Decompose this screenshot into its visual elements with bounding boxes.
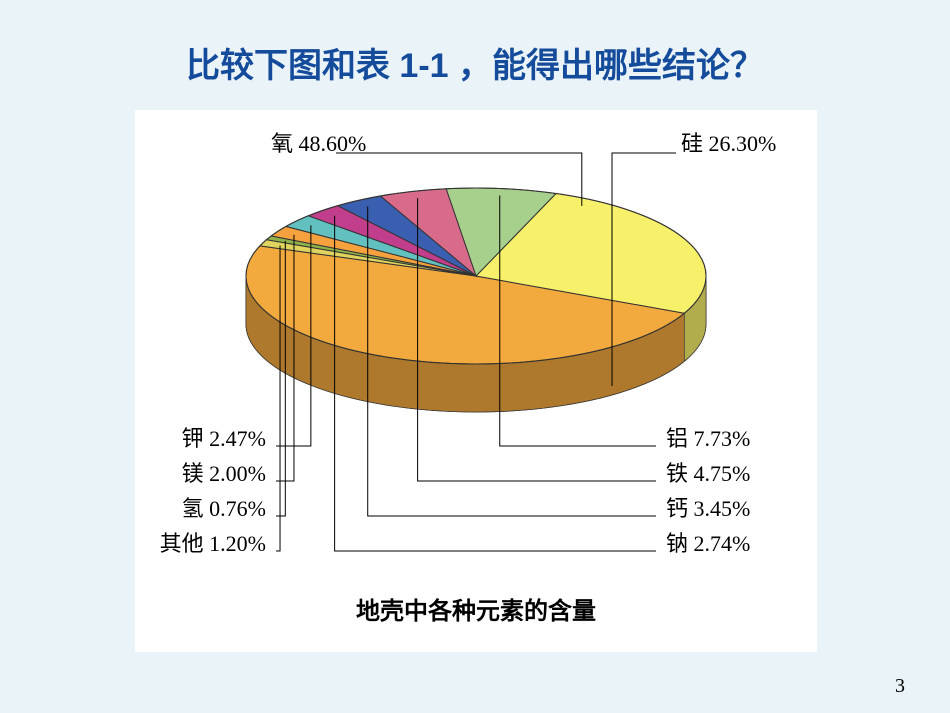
- slide: 比较下图和表 1-1 ，能得出哪些结论？ 地壳中各种元素的含量 氧 48.60%…: [0, 0, 950, 713]
- chart-panel: 地壳中各种元素的含量 氧 48.60% 硅 26.30% 铝 7.73%铁 4.75…: [135, 110, 817, 652]
- slice-label-钙: 钙 3.45%: [666, 491, 750, 523]
- slice-label-钾: 钾 2.47%: [182, 421, 266, 453]
- page-number: 3: [895, 675, 905, 698]
- slice-label-其他: 其他 1.20%: [160, 526, 266, 558]
- slice-label-硅: 硅 26.30%: [681, 126, 776, 158]
- slice-label-铝: 铝 7.73%: [666, 421, 750, 453]
- slide-title: 比较下图和表 1-1 ，能得出哪些结论？: [0, 38, 950, 87]
- slice-label-氧: 氧 48.60%: [271, 126, 366, 158]
- chart-caption: 地壳中各种元素的含量: [136, 591, 816, 626]
- slice-label-钠: 钠 2.74%: [666, 526, 750, 558]
- slice-label-铁: 铁 4.75%: [666, 456, 750, 488]
- pie-chart: [136, 111, 816, 651]
- slice-label-氢: 氢 0.76%: [182, 491, 266, 523]
- slice-label-镁: 镁 2.00%: [182, 456, 266, 488]
